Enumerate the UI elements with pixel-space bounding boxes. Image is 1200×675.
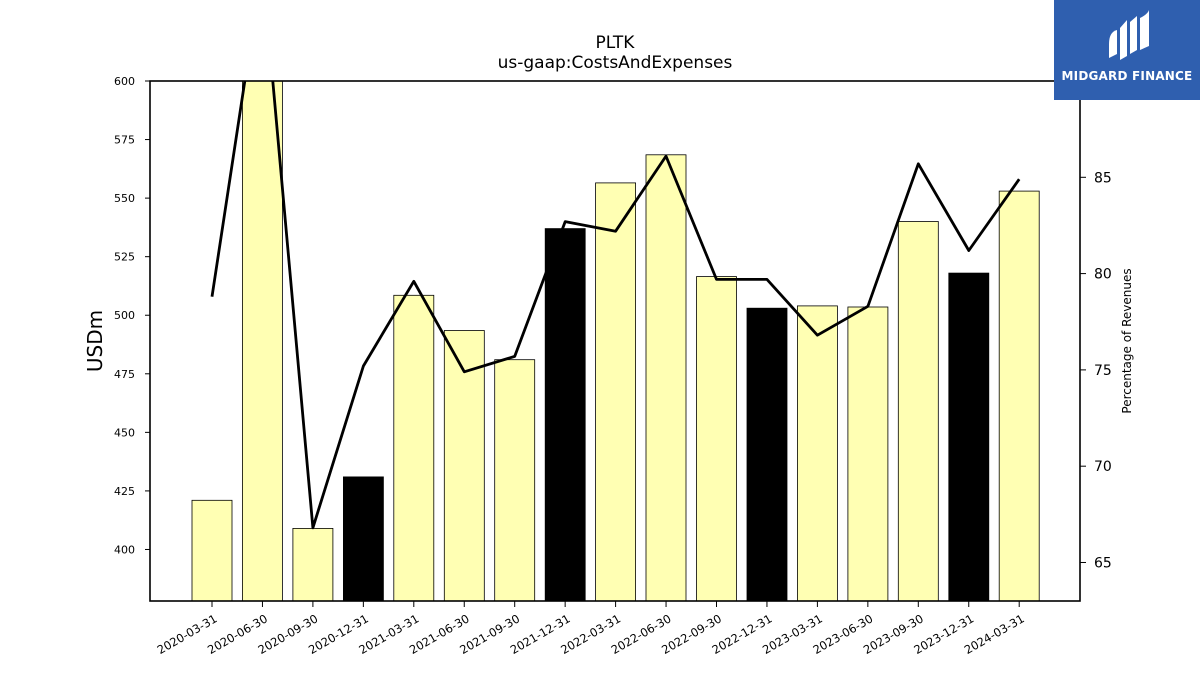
bar-2021-03-31 — [393, 294, 435, 601]
y-tick-label: 525 — [114, 251, 135, 264]
y-tick-label: 400 — [114, 543, 135, 556]
y2-tick-label: 70 — [1094, 459, 1112, 475]
plot-frame — [149, 80, 1081, 602]
y-axis-label: USDm — [83, 310, 107, 372]
bar-2023-03-31 — [797, 305, 838, 601]
bar-2023-09-30 — [897, 221, 939, 601]
y-tick-label: 450 — [114, 426, 135, 439]
y-axis-right: 65 70 75 80 85 — [1080, 170, 1112, 571]
bar-2020-06-30 — [241, 81, 283, 601]
x-axis: 2020-03-312020-06-302020-09-302020-12-31… — [155, 601, 1027, 657]
y-tick-label: 575 — [114, 134, 135, 147]
y-tick-label: 425 — [114, 485, 135, 498]
y2-axis-label: Percentage of Revenues — [1120, 268, 1134, 413]
y2-tick-label: 85 — [1094, 170, 1112, 186]
y2-tick-label: 80 — [1094, 267, 1112, 283]
y2-tick-label: 75 — [1094, 363, 1112, 379]
y-tick-label: 600 — [114, 75, 135, 88]
brand-logo: MIDGARD FINANCE — [1054, 0, 1200, 100]
bar-2021-06-30 — [443, 330, 485, 601]
logo-mark-icon — [1109, 10, 1149, 60]
bar-2023-06-30 — [847, 306, 889, 601]
logo-text: MIDGARD FINANCE — [1061, 69, 1193, 83]
y-axis-left: 400 425 450 475 500 525 550 575 600 — [114, 75, 150, 556]
chart-title: PLTK — [596, 33, 636, 53]
y-tick-label: 475 — [114, 368, 135, 381]
bar-2022-12-31 — [746, 307, 788, 601]
percentage-line — [210, 81, 1021, 530]
y-tick-label: 500 — [114, 309, 135, 322]
line-group — [210, 81, 1021, 530]
bars-group — [191, 81, 1040, 601]
bar-2024-03-31 — [998, 190, 1040, 601]
bar-2022-09-30 — [696, 276, 737, 601]
y2-tick-label: 65 — [1094, 555, 1112, 571]
bar-2020-12-31 — [342, 476, 384, 601]
bar-2020-09-30 — [292, 528, 334, 601]
bar-2022-03-31 — [595, 182, 636, 601]
bar-2023-12-31 — [948, 272, 990, 601]
bar-2022-06-30 — [645, 154, 687, 601]
bar-2020-03-31 — [191, 499, 233, 601]
chart-subtitle: us-gaap:CostsAndExpenses — [498, 53, 733, 73]
bar-2021-12-31 — [544, 228, 586, 601]
y-tick-label: 550 — [114, 192, 135, 205]
plot-area — [149, 80, 1081, 602]
bar-2021-09-30 — [494, 359, 536, 601]
